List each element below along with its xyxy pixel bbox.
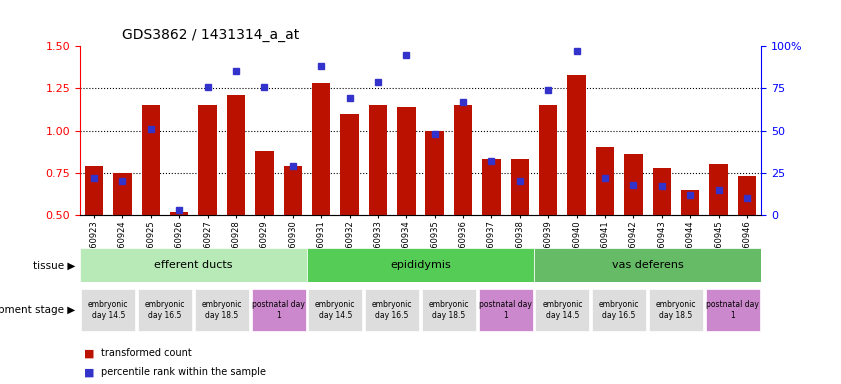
Text: ■: ■ [84,348,98,358]
Text: embryonic
day 14.5: embryonic day 14.5 [88,300,129,320]
Bar [141,105,160,215]
Bar [534,248,761,282]
Bar [510,159,529,215]
Text: embryonic
day 16.5: embryonic day 16.5 [145,300,185,320]
Text: embryonic
day 16.5: embryonic day 16.5 [599,300,639,320]
Bar [397,107,415,215]
Bar [195,289,249,331]
Bar [114,173,132,215]
Bar [568,75,586,215]
Bar [365,289,419,331]
Bar [85,166,103,215]
Bar [649,289,703,331]
Bar [80,248,307,282]
Bar [624,154,643,215]
Text: transformed count: transformed count [101,348,192,358]
Bar [706,289,759,331]
Text: GDS3862 / 1431314_a_at: GDS3862 / 1431314_a_at [122,28,299,42]
Bar [653,168,671,215]
Bar [368,105,387,215]
Text: embryonic
day 16.5: embryonic day 16.5 [372,300,412,320]
Text: ■: ■ [84,367,98,377]
Bar [479,289,532,331]
Text: postnatal day
1: postnatal day 1 [479,300,532,320]
Bar [255,151,273,215]
Text: epididymis: epididymis [390,260,451,270]
Text: embryonic
day 18.5: embryonic day 18.5 [429,300,469,320]
Bar [283,166,302,215]
Bar [681,190,700,215]
Bar [422,289,476,331]
Bar [539,105,558,215]
Bar [738,176,756,215]
Bar [138,289,192,331]
Bar [592,289,646,331]
Bar [251,289,305,331]
Bar [454,105,473,215]
Text: vas deferens: vas deferens [611,260,684,270]
Bar [307,248,534,282]
Text: embryonic
day 14.5: embryonic day 14.5 [542,300,583,320]
Bar [198,105,217,215]
Bar [309,289,362,331]
Bar [312,83,331,215]
Text: tissue ▶: tissue ▶ [34,260,76,270]
Bar [227,95,246,215]
Text: embryonic
day 18.5: embryonic day 18.5 [656,300,696,320]
Text: postnatal day
1: postnatal day 1 [252,300,305,320]
Text: embryonic
day 14.5: embryonic day 14.5 [315,300,356,320]
Text: percentile rank within the sample: percentile rank within the sample [101,367,266,377]
Bar [482,159,500,215]
Bar [82,289,135,331]
Text: efferent ducts: efferent ducts [154,260,233,270]
Bar [341,114,359,215]
Bar [595,147,614,215]
Bar [536,289,590,331]
Bar [709,164,727,215]
Text: embryonic
day 18.5: embryonic day 18.5 [202,300,242,320]
Text: postnatal day
1: postnatal day 1 [706,300,759,320]
Text: development stage ▶: development stage ▶ [0,305,76,315]
Bar [426,131,444,215]
Bar [170,212,188,215]
